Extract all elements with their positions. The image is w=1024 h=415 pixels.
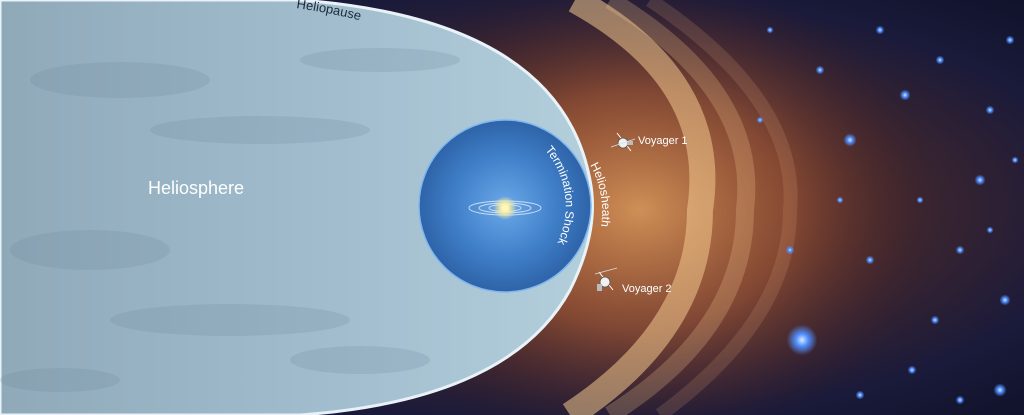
star xyxy=(975,175,986,186)
star xyxy=(843,133,856,146)
star xyxy=(1006,36,1015,45)
sun-icon xyxy=(502,205,508,211)
star xyxy=(986,106,995,115)
star xyxy=(787,325,818,356)
star xyxy=(1011,156,1018,163)
star xyxy=(931,316,940,325)
star xyxy=(936,56,945,65)
heliosphere-label: Heliosphere xyxy=(148,178,244,198)
star xyxy=(900,90,911,101)
star xyxy=(816,66,825,75)
star xyxy=(908,366,917,375)
star xyxy=(1000,295,1011,306)
star xyxy=(866,256,875,265)
voyager-1-label: Voyager 1 xyxy=(638,135,688,147)
star xyxy=(956,246,965,255)
star xyxy=(956,396,965,405)
star xyxy=(856,391,865,400)
star xyxy=(786,246,795,255)
star xyxy=(986,226,993,233)
star xyxy=(876,26,885,35)
star xyxy=(916,196,923,203)
star xyxy=(756,116,763,123)
star xyxy=(836,196,843,203)
voyager-2-label: Voyager 2 xyxy=(622,283,672,295)
star xyxy=(993,383,1006,396)
star xyxy=(766,26,773,33)
